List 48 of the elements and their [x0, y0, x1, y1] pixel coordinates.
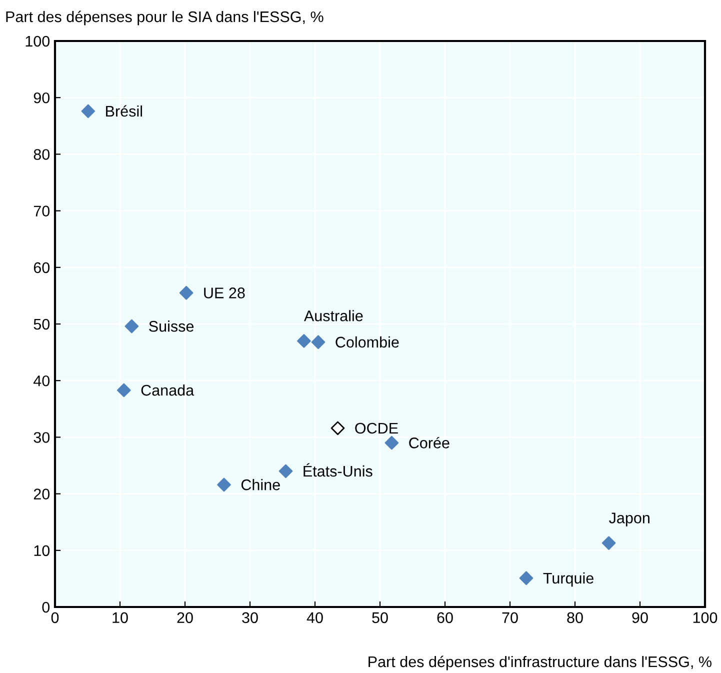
y-tick-label: 20 [34, 488, 50, 500]
annotation: Colombie [336, 336, 399, 348]
annotation: États-Unis [304, 463, 372, 477]
x-tick-label: 100 [693, 612, 718, 624]
x-tick-label: 0 [51, 612, 59, 624]
x-tick-label: 20 [177, 612, 193, 624]
annotation: OCDE [355, 422, 398, 434]
y-tick-label: 90 [34, 92, 50, 104]
annotation: Chine [241, 479, 280, 490]
point [278, 464, 293, 478]
annotation: Brésil [106, 105, 142, 117]
annotation: UE 28 [204, 288, 245, 298]
y-tick-label: 0 [42, 602, 50, 613]
y-tick-label: 60 [34, 262, 50, 274]
point [602, 536, 616, 550]
point [116, 383, 131, 398]
annotation: Japon [609, 512, 650, 526]
point [311, 335, 326, 350]
y-tick-label: 100 [26, 36, 50, 47]
point [384, 436, 399, 450]
point [519, 571, 534, 586]
point [179, 286, 194, 300]
y-tick-label: 30 [34, 432, 50, 443]
annotation: Australie [304, 310, 363, 322]
y-tick-label: 40 [34, 375, 50, 386]
x-tick-label: 10 [112, 612, 128, 624]
x-tick-label: 30 [242, 612, 258, 624]
x-tick-label: 80 [567, 612, 583, 624]
point [330, 421, 345, 436]
x-tick-label: 60 [437, 612, 453, 624]
y-axis-title: Part des dépenses pour le SIA dans l'ESSG, % [6, 10, 324, 26]
y-tick-label: 70 [34, 206, 50, 216]
point [297, 334, 311, 348]
annotation: Canada [141, 384, 194, 396]
y-tick-label: 10 [34, 545, 50, 556]
annotation: Suisse [149, 320, 194, 332]
annotation: Turquie [543, 572, 594, 587]
x-tick-label: 50 [372, 612, 388, 624]
point [81, 104, 96, 118]
x-tick-label: 70 [502, 612, 518, 624]
y-tick-label: 80 [34, 149, 50, 160]
x-tick-label: 90 [632, 612, 648, 624]
x-tick-label: 40 [306, 612, 323, 624]
annotation: Corée [409, 436, 450, 448]
point [124, 319, 139, 334]
point [217, 478, 231, 492]
x-axis-title: Part des dépenses d'infrastructure dans l'ESSG, % [368, 656, 712, 670]
y-tick-label: 50 [34, 318, 50, 330]
